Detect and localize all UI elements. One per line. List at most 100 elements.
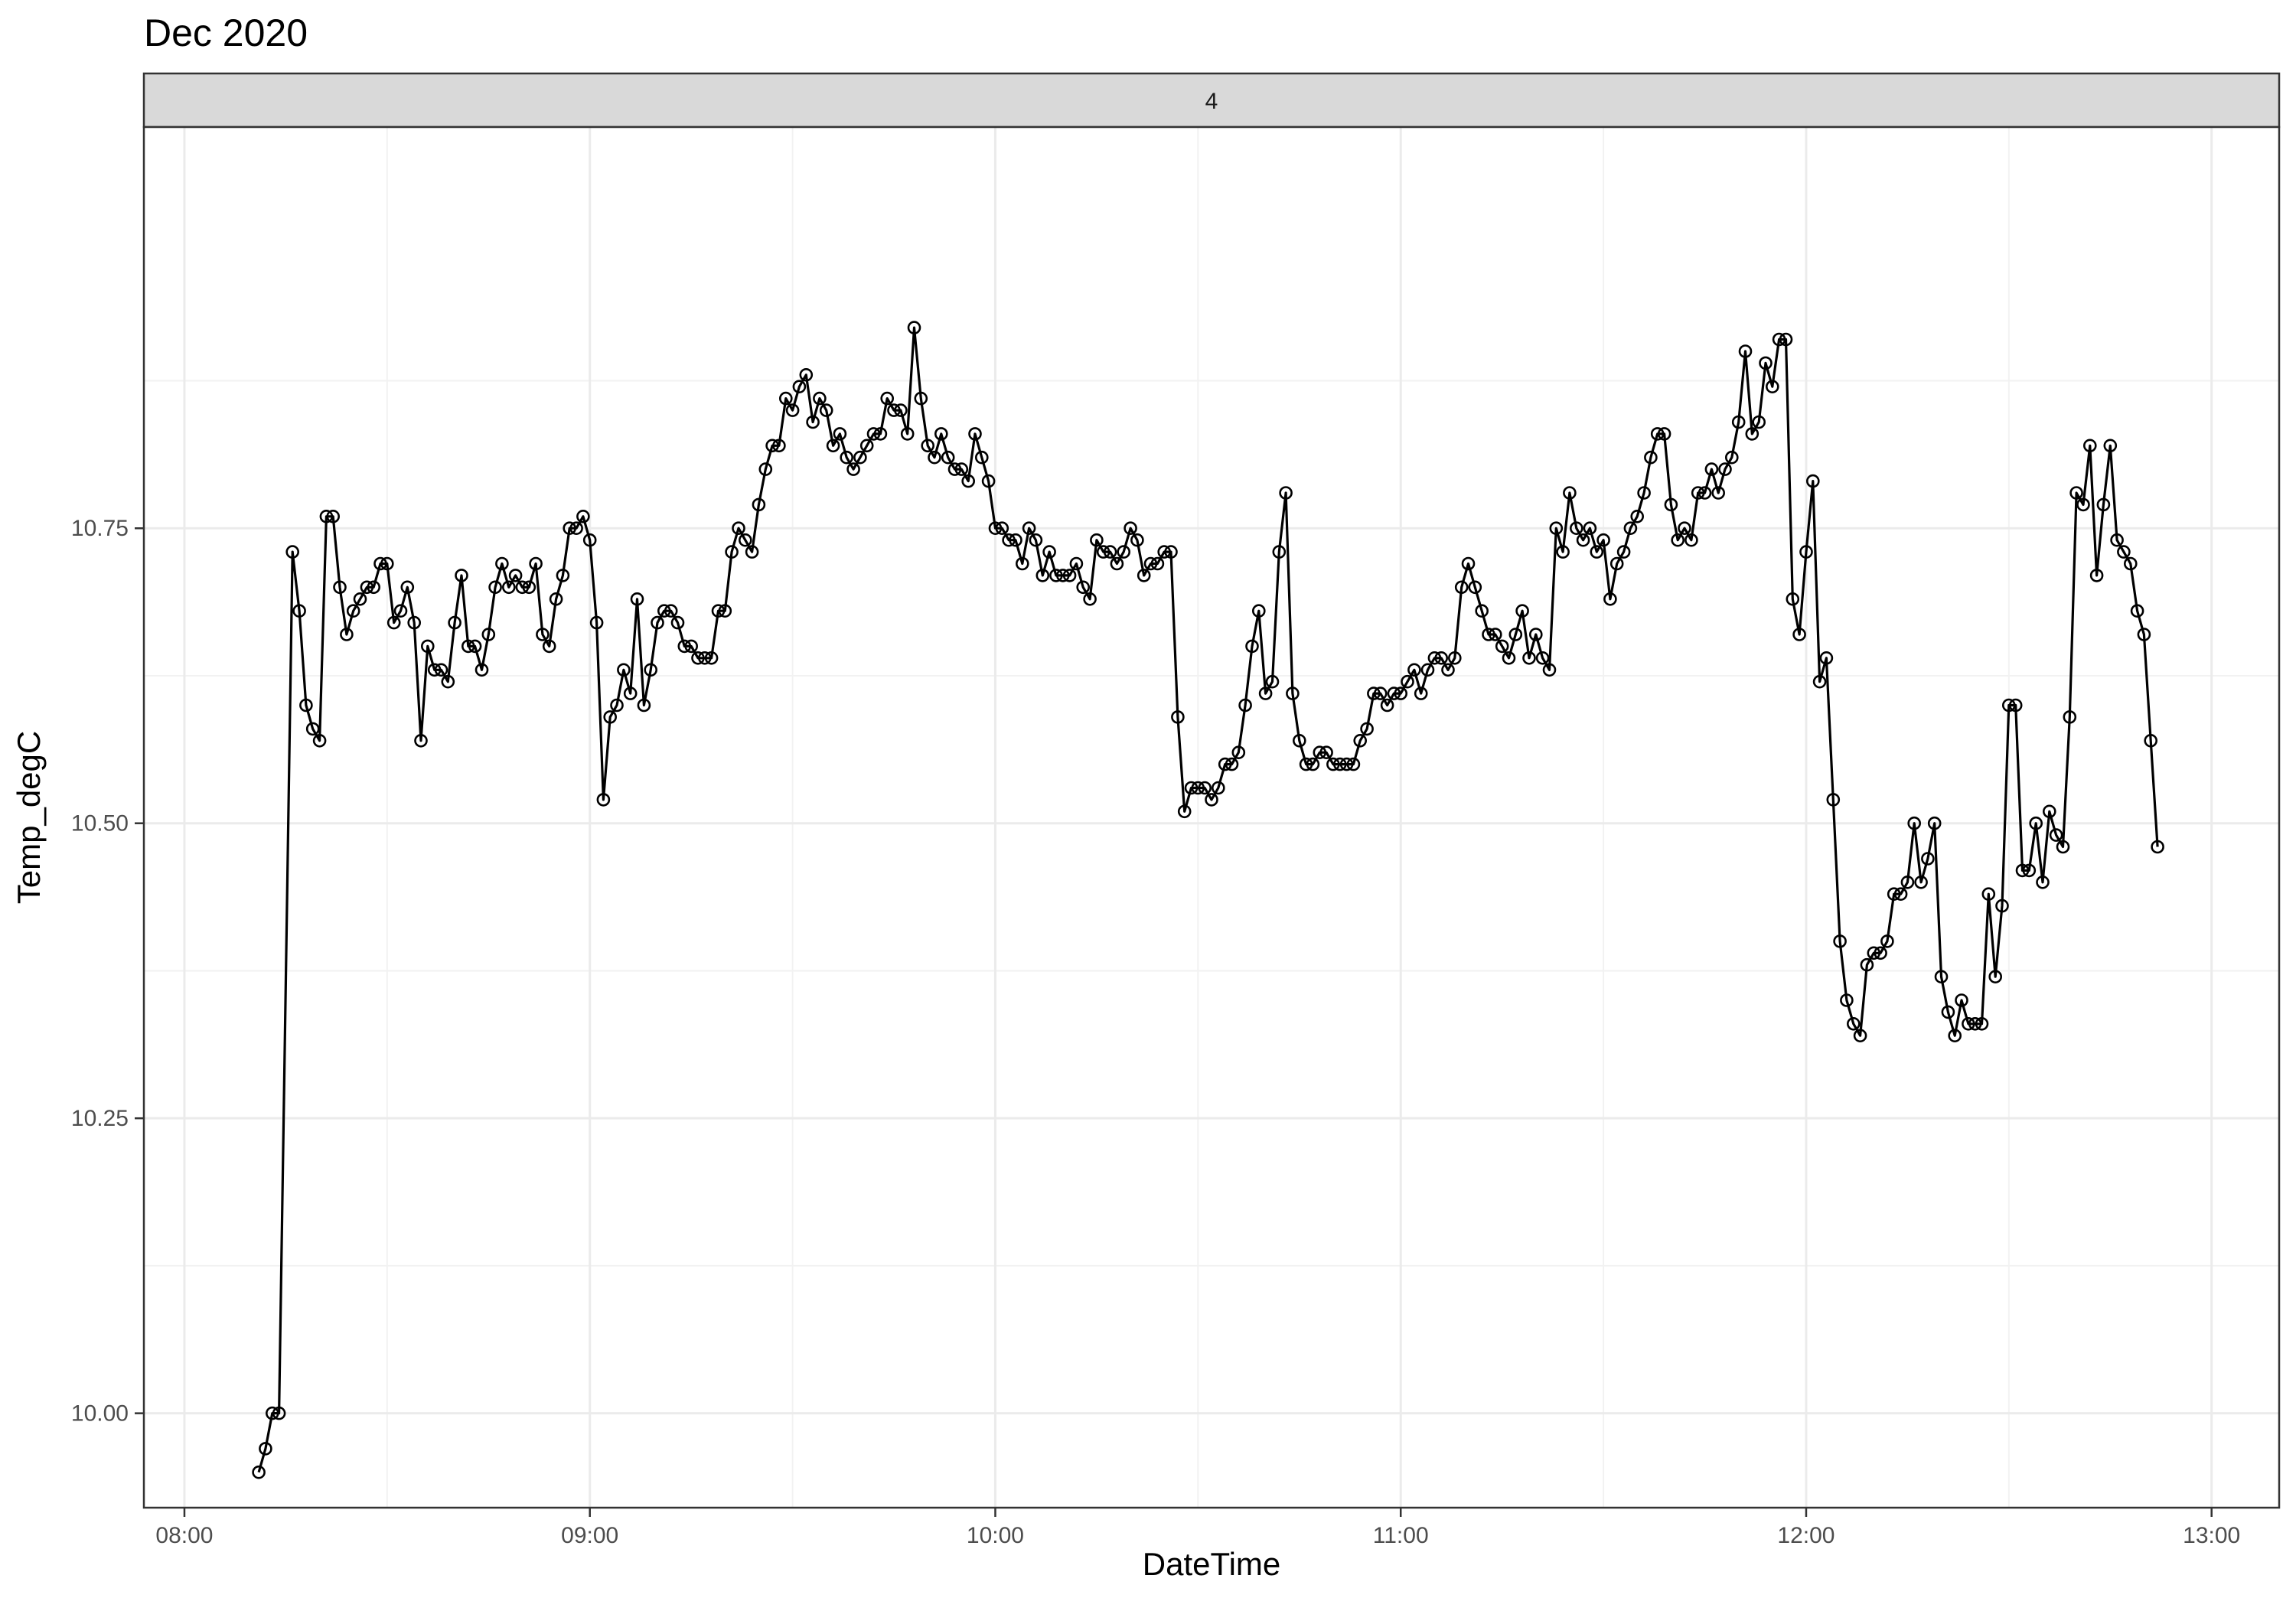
- chart-title: Dec 2020: [144, 11, 308, 54]
- data-point: [968, 427, 982, 441]
- data-point: [785, 403, 800, 417]
- data-point: [1394, 686, 1407, 700]
- data-point: [941, 450, 955, 465]
- data-point: [1441, 663, 1455, 677]
- data-point: [1698, 486, 1712, 500]
- data-point: [312, 733, 327, 748]
- data-point: [1968, 1017, 1982, 1031]
- data-point: [367, 580, 381, 595]
- y-tick-label: 10.00: [71, 1401, 129, 1427]
- data-point: [1725, 450, 1739, 465]
- data-point: [1792, 628, 1806, 641]
- data-point: [1319, 745, 1333, 760]
- data-point: [1731, 415, 1746, 429]
- data-point: [508, 569, 523, 582]
- data-point: [1812, 674, 1827, 689]
- data-point: [2022, 863, 2037, 878]
- data-point: [1819, 651, 1834, 665]
- x-tick-label: 10:00: [967, 1523, 1024, 1548]
- x-axis: 08:00 09:00 10:00 11:00 12:00 13:00: [155, 1508, 2240, 1548]
- data-point: [1874, 946, 1887, 960]
- data-point: [697, 651, 712, 665]
- data-point: [333, 580, 347, 595]
- data-point: [427, 663, 442, 677]
- data-point: [610, 698, 624, 713]
- data-point: [2137, 628, 2151, 641]
- data-point: [1373, 686, 1388, 700]
- data-point: [1258, 686, 1273, 700]
- data-point: [995, 521, 1009, 536]
- data-point: [1231, 745, 1246, 760]
- data-point: [386, 615, 401, 630]
- data-point: [522, 580, 536, 595]
- data-point: [2056, 840, 2070, 854]
- data-point: [617, 663, 631, 677]
- data-point: [1962, 1017, 1975, 1031]
- data-point: [651, 615, 664, 630]
- data-point: [954, 462, 969, 476]
- data-point: [1948, 1029, 1962, 1042]
- data-point: [1360, 722, 1374, 736]
- data-point: [1934, 970, 1949, 983]
- data-point: [1434, 651, 1448, 665]
- data-point: [448, 615, 461, 630]
- data-point: [252, 1465, 266, 1479]
- data-point: [630, 592, 644, 606]
- data-point: [495, 556, 509, 571]
- data-point: [1468, 580, 1482, 595]
- data-point: [1921, 852, 1935, 866]
- data-point: [732, 521, 745, 536]
- data-point: [1387, 686, 1401, 700]
- data-point: [1016, 556, 1029, 571]
- data-point: [1042, 545, 1056, 559]
- data-point: [1556, 545, 1570, 559]
- data-point: [1448, 651, 1462, 665]
- series-points: [252, 321, 2164, 1479]
- data-point: [2036, 876, 2050, 889]
- data-point: [1955, 993, 1968, 1007]
- data-point: [623, 686, 638, 700]
- data-point: [799, 367, 814, 382]
- data-point: [1245, 639, 1259, 654]
- data-point: [1867, 946, 1881, 960]
- data-point: [346, 604, 360, 618]
- data-point: [400, 580, 415, 595]
- data-point: [1596, 533, 1610, 547]
- data-point: [340, 628, 354, 641]
- data-point: [1570, 521, 1583, 536]
- data-point: [2043, 804, 2056, 819]
- data-point: [360, 580, 374, 595]
- data-point: [1671, 533, 1684, 547]
- data-point: [664, 604, 678, 618]
- x-tick-label: 12:00: [1777, 1523, 1835, 1548]
- data-point: [1427, 651, 1442, 665]
- data-point: [1542, 663, 1557, 677]
- data-point: [907, 321, 921, 334]
- data-point: [326, 509, 341, 523]
- data-point: [1096, 545, 1110, 559]
- data-point: [1623, 521, 1638, 536]
- data-point: [637, 698, 651, 713]
- data-point: [859, 439, 874, 453]
- data-point: [677, 639, 692, 654]
- data-point: [1049, 569, 1063, 582]
- x-tick-label: 13:00: [2183, 1523, 2240, 1548]
- data-point: [1062, 569, 1077, 582]
- data-point: [738, 533, 752, 547]
- data-point: [981, 474, 996, 488]
- data-point: [319, 509, 334, 523]
- data-point: [1738, 344, 1753, 358]
- facet-strip: [142, 72, 2281, 129]
- data-point: [1860, 957, 1874, 972]
- data-point: [1299, 757, 1313, 771]
- x-tick-label: 09:00: [561, 1523, 618, 1548]
- data-point: [1150, 556, 1165, 571]
- data-point: [1083, 592, 1097, 606]
- data-point: [1225, 757, 1239, 771]
- data-point: [670, 615, 685, 630]
- data-point: [684, 639, 699, 654]
- data-point: [1475, 604, 1489, 618]
- data-point: [1900, 876, 1915, 889]
- data-point: [2103, 439, 2118, 453]
- data-point: [1090, 533, 1104, 547]
